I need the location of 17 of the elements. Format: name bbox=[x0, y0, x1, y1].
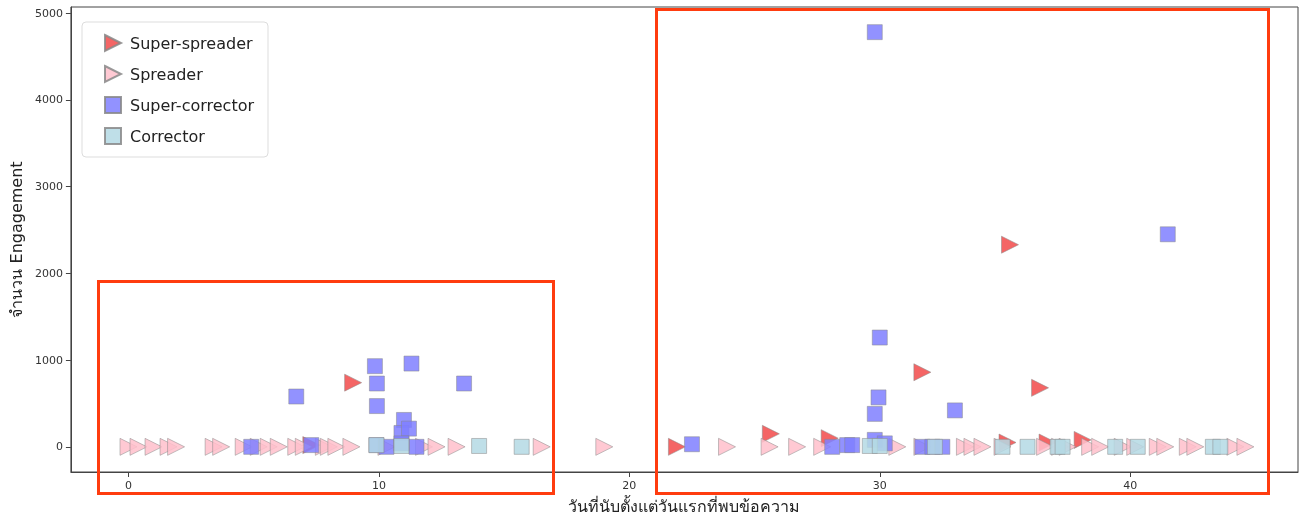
y-tick-label: 3000 bbox=[34, 180, 63, 194]
y-tick-label: 2000 bbox=[34, 266, 63, 280]
y-tick-label: 5000 bbox=[34, 6, 63, 20]
x-tick-label: 40 bbox=[1123, 479, 1138, 492]
legend-label: Super-corrector bbox=[130, 95, 255, 115]
y-tick-label: 0 bbox=[55, 440, 63, 454]
x-tick-label: 10 bbox=[371, 479, 386, 492]
legend-label: Super-spreader bbox=[130, 33, 253, 53]
y-tick-label: 4000 bbox=[34, 93, 63, 107]
y-axis-title: จำนวน Engagement bbox=[6, 161, 26, 318]
x-tick-label: 20 bbox=[622, 479, 637, 492]
x-tick-label: 0 bbox=[124, 479, 132, 492]
legend-label: Corrector bbox=[130, 126, 206, 146]
x-tick-label: 30 bbox=[872, 479, 887, 492]
y-tick-label: 1000 bbox=[34, 353, 63, 367]
x-axis-title: วันที่นับตั้งแต่วันแรกที่พบข้อความ bbox=[568, 494, 801, 516]
legend-label: Spreader bbox=[130, 64, 204, 84]
